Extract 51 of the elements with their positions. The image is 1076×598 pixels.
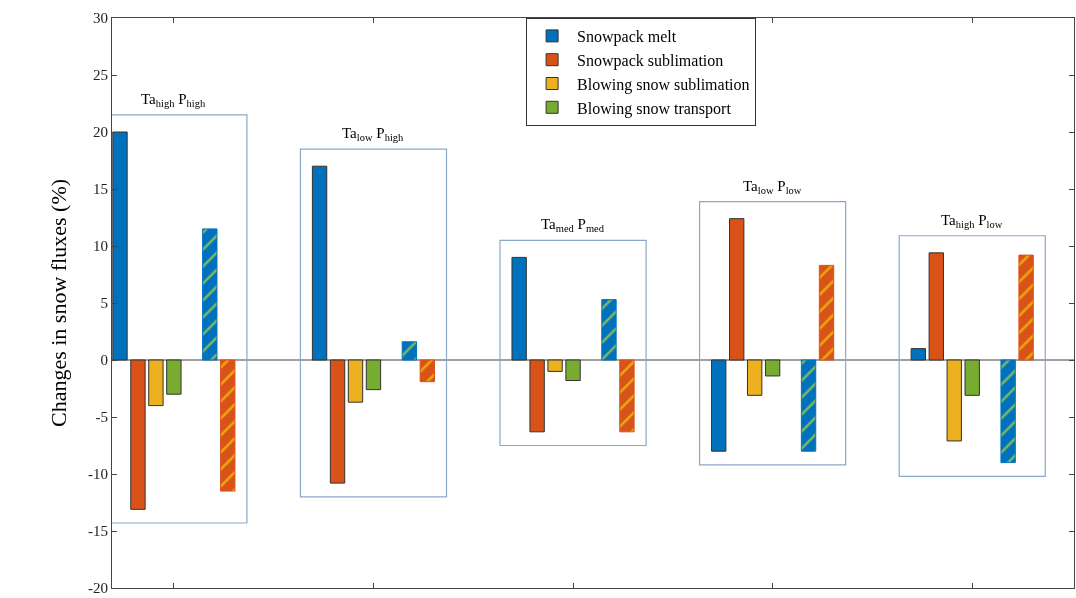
bar [148, 359, 164, 407]
bar [818, 264, 835, 361]
bar [311, 165, 328, 361]
legend-label: Snowpack melt [577, 28, 677, 47]
legend-label: Blowing snow sublimation [577, 75, 750, 94]
bar [565, 359, 581, 382]
bar [1018, 254, 1034, 361]
bar [220, 359, 236, 492]
bar [511, 256, 527, 361]
y-tick-label: 0 [100, 352, 108, 369]
bar [800, 359, 817, 452]
bar [964, 359, 980, 396]
bar [910, 348, 927, 361]
bar [166, 359, 182, 395]
y-tick-label: -10 [88, 466, 108, 483]
bar [202, 228, 218, 361]
bar [729, 218, 745, 361]
annotation: Ta$_{med}$ P$_{med}$ [541, 216, 605, 235]
annotation: Ta$_{high}$ P$_{low}$ [941, 212, 1003, 231]
bar [419, 359, 436, 383]
legend-label: Blowing snow transport [577, 99, 732, 118]
bar [946, 359, 962, 442]
bar [619, 359, 635, 433]
bar [928, 252, 944, 361]
bar [329, 359, 346, 484]
legend-label: Snowpack sublimation [577, 51, 724, 70]
bar [365, 359, 382, 391]
y-tick-label: 5 [100, 295, 108, 312]
bar [347, 359, 364, 403]
bar [401, 341, 418, 361]
y-tick-label: 20 [93, 124, 108, 141]
bar [764, 359, 781, 377]
y-tick-label: 30 [93, 10, 108, 27]
y-tick-label: 25 [93, 67, 108, 84]
annotation: Ta$_{low}$ P$_{low}$ [743, 178, 802, 197]
annotation: Ta$_{low}$ P$_{high}$ [342, 125, 405, 144]
bar [130, 359, 146, 510]
y-tick-label: -20 [88, 580, 108, 597]
bar [711, 359, 727, 452]
bar [746, 359, 763, 396]
bar [529, 359, 545, 433]
y-tick-label: 10 [93, 238, 108, 255]
bar [547, 359, 563, 372]
annotation: Ta$_{high}$ P$_{high}$ [141, 91, 206, 110]
bar [112, 131, 128, 361]
bar [1000, 359, 1016, 464]
y-axis-title: Changes in snow fluxes (%) [45, 178, 71, 428]
y-tick-label: -5 [95, 409, 108, 426]
y-tick-label: -15 [88, 523, 108, 540]
bar [601, 299, 617, 361]
y-tick-label: 15 [93, 181, 108, 198]
